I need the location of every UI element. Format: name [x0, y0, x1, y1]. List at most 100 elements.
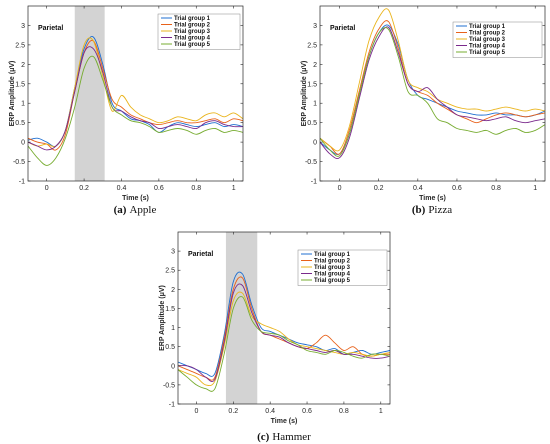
series-line-1 — [28, 36, 243, 147]
legend-entry-2: Trial group 2 — [174, 23, 211, 29]
region-label: Parietal — [188, 251, 213, 258]
legend-entry-2: Trial group 2 — [314, 259, 351, 265]
axes-box — [177, 231, 391, 405]
y-tick-label: 2 — [21, 62, 25, 69]
series-line-5 — [178, 296, 390, 392]
legend-entry-4: Trial group 4 — [469, 44, 506, 50]
series-line-2 — [28, 39, 243, 151]
y-tick-label: -1 — [169, 402, 175, 409]
x-tick-label: 0.6 — [452, 185, 462, 192]
region-label: Parietal — [38, 25, 63, 32]
y-tick-label: 0.5 — [165, 344, 175, 351]
caption-letter: (b) — [412, 204, 426, 216]
legend-entry-4: Trial group 4 — [174, 36, 211, 42]
axes-box — [319, 5, 546, 182]
x-tick-label: 0 — [194, 408, 198, 415]
y-tick-label: -0.5 — [163, 382, 175, 389]
x-tick-label: 0.2 — [228, 408, 238, 415]
y-tick-label: 2.5 — [15, 42, 25, 49]
y-tick-label: 3 — [21, 23, 25, 30]
y-axis-label: ERP Amplitude (μV) — [301, 61, 308, 127]
y-tick-label: 2.5 — [307, 42, 317, 49]
caption-letter: (a) — [114, 204, 127, 216]
caption: (c) Hammer — [257, 431, 311, 443]
axes-box — [27, 5, 244, 182]
y-tick-label: 2.5 — [165, 268, 175, 275]
legend-entry-5: Trial group 5 — [314, 278, 351, 284]
shaded-window — [74, 6, 105, 181]
legend-entry-1: Trial group 1 — [314, 252, 351, 258]
x-tick-label: 1 — [379, 408, 383, 415]
legend-entry-3: Trial group 3 — [469, 37, 506, 43]
y-tick-label: 3 — [171, 249, 175, 256]
series-line-3 — [28, 37, 243, 148]
region-label: Parietal — [330, 25, 355, 32]
legend-entry-1: Trial group 1 — [469, 24, 506, 30]
chart-panel-hammer: 0 0.2 0.4 0.6 0.8 1 -1 -0.5 0 0.5 1 1.5 2 2.5 3 Time (s… — [159, 231, 391, 443]
x-axis-label: Time (s) — [419, 195, 446, 202]
series-line-3 — [178, 291, 390, 387]
series-line-4 — [178, 283, 390, 382]
x-tick-label: 0.4 — [265, 408, 275, 415]
chart-panel-apple: 0 0.2 0.4 0.6 0.8 1 -1 -0.5 0 0.5 1 1.5 2 2.5 3 Time (s… — [9, 5, 244, 216]
y-tick-label: 0 — [171, 363, 175, 370]
x-tick-label: 0.2 — [79, 185, 89, 192]
legend-entry-5: Trial group 5 — [174, 42, 211, 48]
legend-box — [452, 21, 543, 58]
x-tick-label: 0.4 — [413, 185, 423, 192]
caption-text: Pizza — [428, 204, 452, 216]
y-tick-label: -0.5 — [13, 159, 25, 166]
x-tick-label: 0.6 — [154, 185, 164, 192]
legend-box — [297, 249, 388, 286]
y-tick-label: 0.5 — [307, 120, 317, 127]
series-line-4 — [320, 26, 545, 159]
y-tick-label: 1.5 — [15, 81, 25, 88]
y-tick-label: 1.5 — [165, 306, 175, 313]
y-tick-label: 1.5 — [307, 81, 317, 88]
x-axis-label: Time (s) — [271, 418, 298, 425]
y-tick-label: -1 — [19, 179, 25, 186]
y-tick-label: -0.5 — [305, 159, 317, 166]
legend-entry-3: Trial group 3 — [174, 29, 211, 35]
caption-text: Hammer — [272, 431, 311, 443]
y-tick-label: 2 — [313, 62, 317, 69]
x-tick-label: 0.2 — [374, 185, 384, 192]
x-tick-label: 0 — [338, 185, 342, 192]
series-line-5 — [28, 55, 243, 166]
y-tick-label: 1 — [171, 325, 175, 332]
y-tick-label: 1 — [21, 101, 25, 108]
series-line-2 — [320, 20, 545, 155]
y-tick-label: 3 — [313, 23, 317, 30]
series-line-1 — [178, 271, 390, 377]
x-tick-label: 1 — [232, 185, 236, 192]
x-tick-label: 0.8 — [339, 408, 349, 415]
x-tick-label: 0 — [45, 185, 49, 192]
legend-entry-2: Trial group 2 — [469, 31, 506, 37]
x-tick-label: 0.8 — [491, 185, 501, 192]
series-line-3 — [320, 8, 545, 152]
x-tick-label: 0.4 — [117, 185, 127, 192]
x-tick-label: 1 — [533, 185, 537, 192]
y-tick-label: -1 — [311, 179, 317, 186]
legend-entry-3: Trial group 3 — [314, 265, 351, 271]
legend-entry-5: Trial group 5 — [469, 50, 506, 56]
y-tick-label: 0.5 — [15, 120, 25, 127]
y-tick-label: 1 — [313, 101, 317, 108]
y-tick-label: 0 — [313, 140, 317, 147]
legend-entry-1: Trial group 1 — [174, 16, 211, 22]
y-axis-label: ERP Amplitude (μV) — [9, 61, 16, 127]
caption: (b) Pizza — [412, 204, 452, 216]
x-tick-label: 0.8 — [191, 185, 201, 192]
caption: (a) Apple — [114, 204, 157, 216]
series-line-2 — [178, 276, 390, 381]
caption-letter: (c) — [257, 431, 270, 443]
x-axis-label: Time (s) — [122, 195, 149, 202]
caption-text: Apple — [129, 204, 156, 216]
y-tick-label: 0 — [21, 140, 25, 147]
series-line-4 — [28, 46, 243, 151]
